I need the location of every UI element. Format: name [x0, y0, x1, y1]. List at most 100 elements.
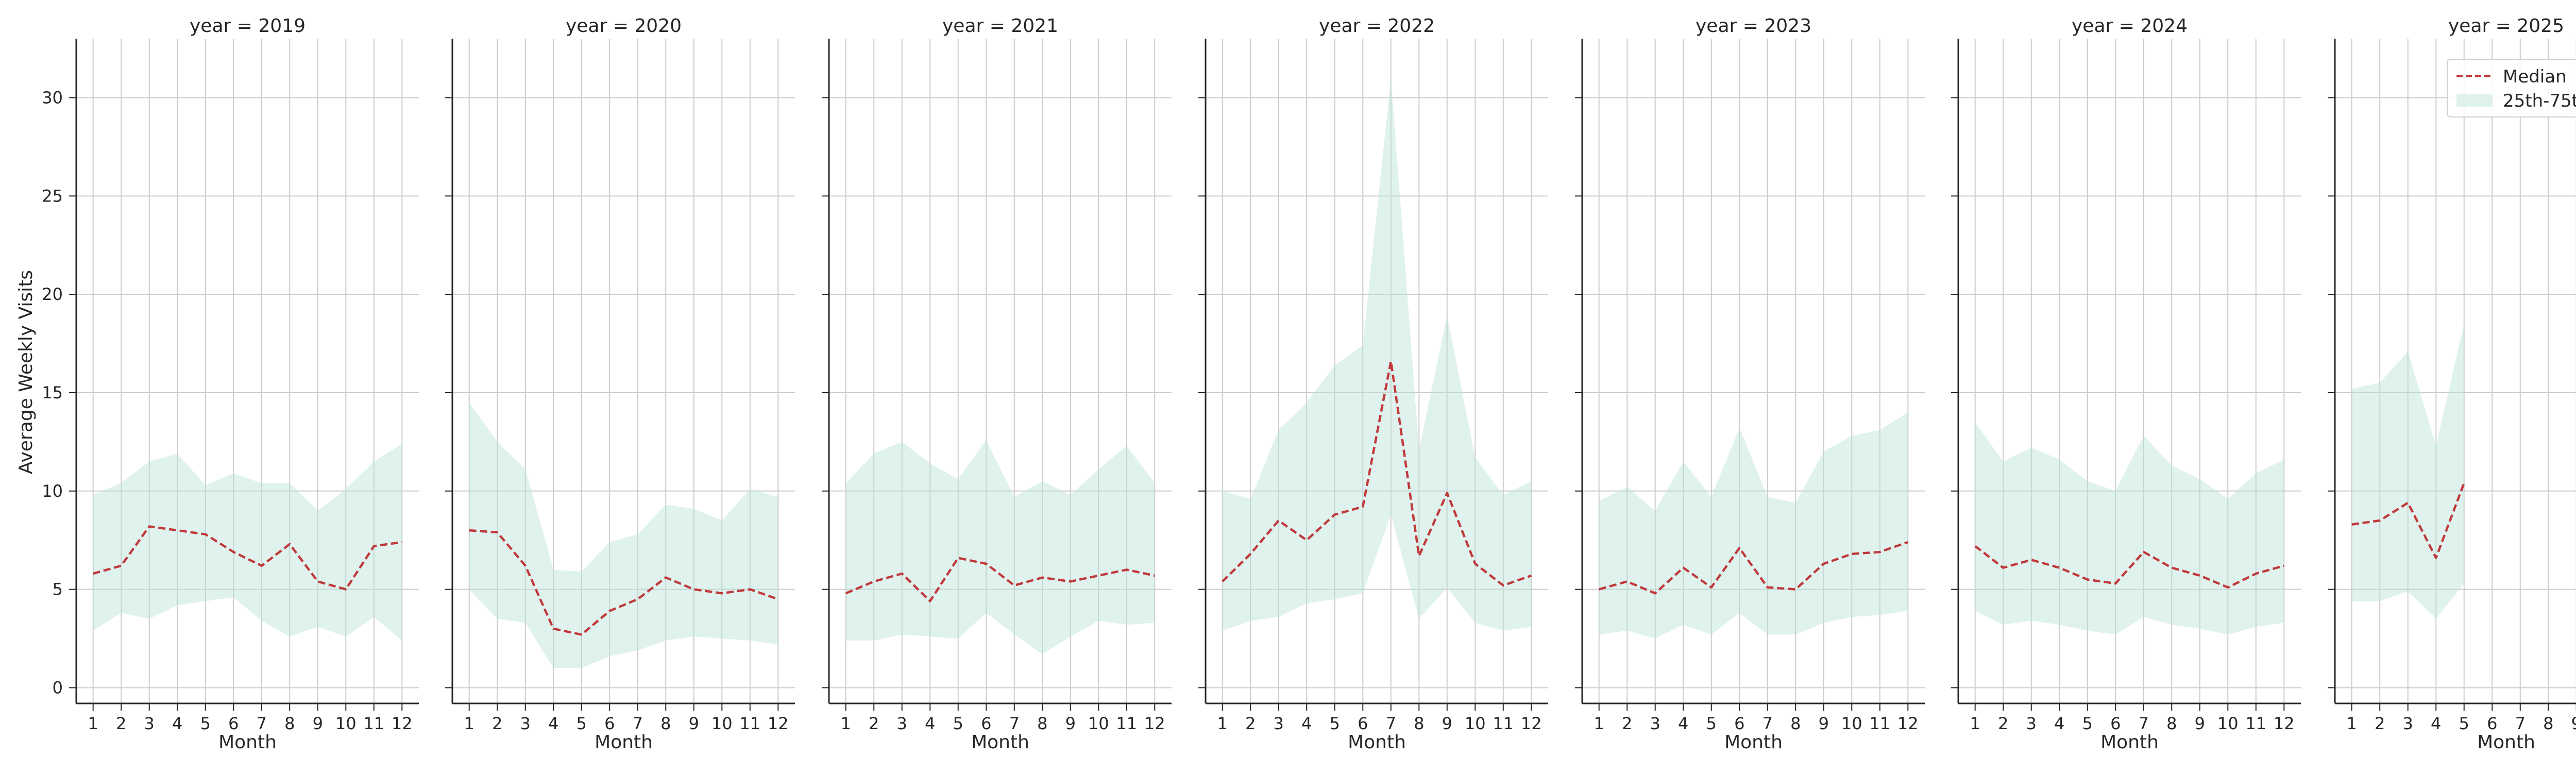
x-tick-label: 7	[1009, 714, 1020, 733]
x-tick-label: 8	[2543, 714, 2553, 733]
x-axis-title: Month	[1348, 732, 1406, 753]
x-axis-title: Month	[218, 732, 277, 753]
x-axis-title: Month	[2477, 732, 2535, 753]
x-tick-label: 7	[257, 714, 267, 733]
x-tick-label: 5	[200, 714, 211, 733]
y-tick-label: 0	[53, 678, 63, 697]
y-tick-label: 30	[42, 88, 63, 107]
x-tick-label: 6	[604, 714, 615, 733]
x-tick-label: 4	[2431, 714, 2441, 733]
x-tick-label: 7	[1762, 714, 1773, 733]
x-tick-label: 8	[1414, 714, 1424, 733]
x-tick-label: 5	[2459, 714, 2469, 733]
y-tick-label: 20	[42, 284, 63, 304]
x-tick-label: 9	[1065, 714, 1076, 733]
x-axis-title: Month	[2100, 732, 2159, 753]
x-tick-label: 8	[1790, 714, 1801, 733]
x-tick-label: 5	[1330, 714, 1340, 733]
percentile-band	[1599, 412, 1908, 639]
panel-title: year = 2021	[942, 15, 1058, 37]
x-tick-label: 2	[1245, 714, 1256, 733]
x-tick-label: 10	[2217, 714, 2239, 733]
x-tick-label: 8	[1037, 714, 1047, 733]
x-tick-label: 7	[1386, 714, 1396, 733]
percentile-band	[469, 402, 778, 668]
legend-frame	[2447, 59, 2576, 117]
x-tick-label: 9	[1442, 714, 1452, 733]
x-tick-label: 6	[1734, 714, 1744, 733]
x-tick-label: 5	[577, 714, 587, 733]
x-tick-label: 12	[1144, 714, 1165, 733]
x-tick-label: 11	[2245, 714, 2266, 733]
y-tick-label: 25	[42, 186, 63, 206]
median-line	[1974, 545, 2284, 589]
x-tick-label: 12	[1521, 714, 1542, 733]
legend-band-label: 25th-75th Percentile	[2503, 91, 2576, 111]
x-tick-label: 4	[548, 714, 558, 733]
x-tick-label: 7	[2139, 714, 2149, 733]
x-tick-label: 7	[2515, 714, 2526, 733]
x-tick-label: 3	[2026, 714, 2037, 733]
x-tick-label: 4	[172, 714, 182, 733]
x-tick-label: 3	[2403, 714, 2413, 733]
x-tick-label: 5	[953, 714, 963, 733]
x-tick-label: 6	[228, 714, 239, 733]
x-tick-label: 9	[2195, 714, 2205, 733]
x-tick-label: 11	[1116, 714, 1137, 733]
x-tick-label: 12	[768, 714, 789, 733]
x-tick-label: 6	[981, 714, 991, 733]
x-tick-label: 10	[1465, 714, 1486, 733]
panel-title: year = 2025	[2448, 15, 2564, 37]
x-tick-label: 6	[2110, 714, 2121, 733]
x-tick-label: 10	[711, 714, 733, 733]
x-tick-label: 1	[1594, 714, 1604, 733]
median-line	[469, 529, 779, 636]
x-axis-title: Month	[1724, 732, 1783, 753]
percentile-band	[1222, 78, 1532, 631]
y-tick-label: 5	[53, 580, 63, 599]
x-axis-title: Month	[971, 732, 1029, 753]
x-tick-label: 8	[284, 714, 295, 733]
x-tick-label: 9	[313, 714, 323, 733]
x-tick-label: 1	[1217, 714, 1228, 733]
x-tick-label: 12	[2274, 714, 2295, 733]
percentile-band	[845, 440, 1155, 654]
panel-2025: year = 2025123456789101112Month	[2328, 15, 2576, 753]
percentile-band	[1975, 422, 2284, 635]
x-tick-label: 8	[660, 714, 671, 733]
x-axis-title: Month	[595, 732, 653, 753]
x-tick-label: 12	[1897, 714, 1919, 733]
x-tick-label: 1	[2347, 714, 2357, 733]
x-tick-label: 10	[1841, 714, 1862, 733]
x-tick-label: 3	[520, 714, 531, 733]
x-tick-label: 3	[1650, 714, 1660, 733]
y-tick-label: 15	[42, 383, 63, 402]
percentile-band	[2351, 324, 2464, 619]
legend-band-swatch	[2456, 94, 2493, 107]
x-tick-label: 2	[492, 714, 502, 733]
x-tick-label: 3	[897, 714, 907, 733]
x-tick-label: 2	[116, 714, 126, 733]
x-tick-label: 3	[1274, 714, 1284, 733]
x-tick-label: 9	[2571, 714, 2576, 733]
x-tick-label: 3	[144, 714, 155, 733]
panel-title: year = 2023	[1696, 15, 1811, 37]
x-tick-label: 4	[1301, 714, 1312, 733]
x-tick-label: 2	[1622, 714, 1632, 733]
x-tick-label: 10	[1088, 714, 1109, 733]
x-tick-label: 2	[2375, 714, 2385, 733]
legend: Median 25th-75th Percentile	[2447, 59, 2576, 117]
percentile-band	[93, 444, 402, 641]
panel-title: year = 2019	[190, 15, 306, 37]
x-tick-label: 6	[2487, 714, 2497, 733]
median-line	[845, 557, 1155, 602]
x-tick-label: 5	[1706, 714, 1717, 733]
x-tick-label: 8	[2166, 714, 2177, 733]
